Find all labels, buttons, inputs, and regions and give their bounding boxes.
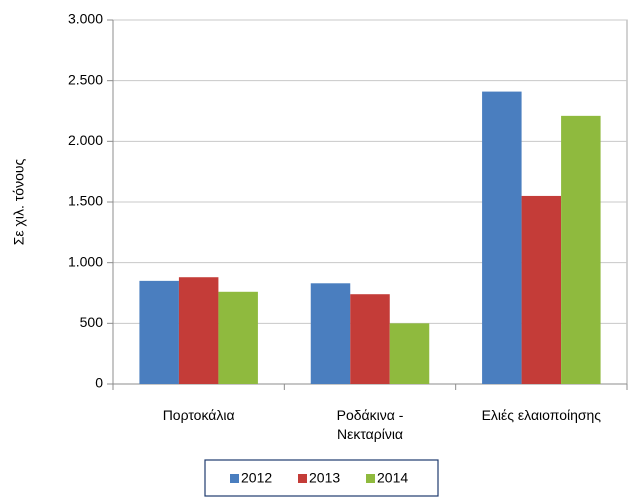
y-tick-label: 0 (95, 375, 103, 391)
y-tick-label: 1.500 (68, 193, 103, 209)
legend-swatch (230, 474, 239, 483)
x-tick-label: Ροδάκινα - Νεκταρίνια (336, 407, 404, 442)
y-axis-label: Σε χιλ. τόνους (11, 158, 27, 245)
bar (139, 280, 179, 384)
x-tick-label-box: Ροδάκινα - Νεκταρίνια (336, 407, 404, 442)
bar (178, 277, 219, 384)
bar (218, 291, 258, 384)
legend-label: 2014 (377, 470, 408, 486)
y-tick-label: 1.000 (68, 253, 103, 269)
legend-label: 2012 (241, 470, 272, 486)
y-tick-label: 2.000 (68, 132, 103, 148)
x-tick-label-box: Ελιές ελαιοποίησης (481, 407, 602, 423)
legend-swatch (298, 474, 307, 483)
bar (561, 115, 601, 384)
legend (204, 459, 439, 497)
y-tick-label: 500 (80, 314, 104, 330)
legend-label: 2013 (309, 470, 340, 486)
bar (521, 195, 562, 384)
x-tick-label-box: Πορτοκάλια (162, 407, 235, 423)
bar (482, 91, 522, 384)
x-tick-label: Πορτοκάλια (162, 407, 235, 423)
y-tick-label: 3.000 (68, 11, 103, 27)
x-tick-label: Ελιές ελαιοποίησης (481, 407, 602, 423)
y-tick-label: 2.500 (68, 71, 103, 87)
bar (350, 294, 390, 384)
legend-swatch (366, 474, 375, 483)
bar (310, 283, 351, 384)
bar (389, 323, 430, 384)
